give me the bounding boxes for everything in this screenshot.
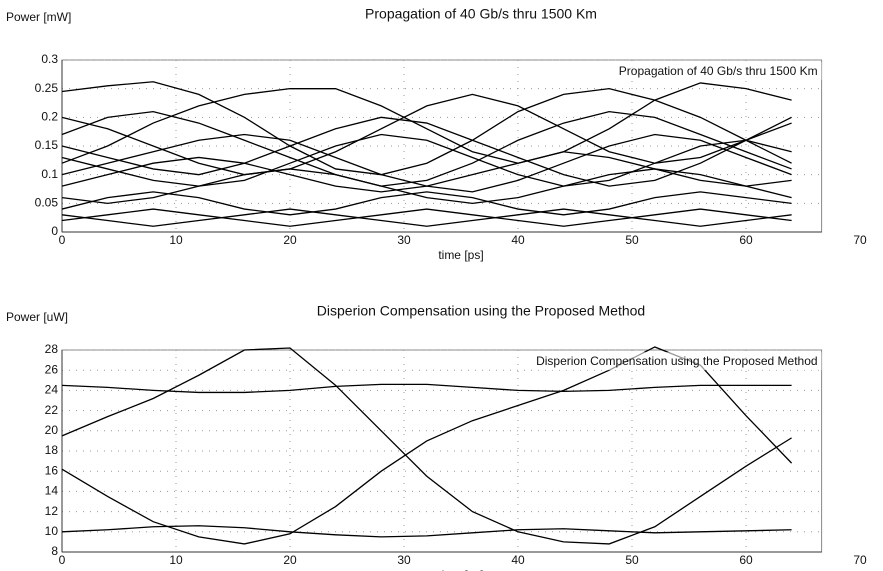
series-line bbox=[61, 82, 792, 164]
x-tick-label: 10 bbox=[169, 233, 183, 247]
chart: Disperion Compensation using the Propose… bbox=[6, 303, 867, 571]
series-line bbox=[61, 208, 792, 227]
x-tick-label: 50 bbox=[625, 233, 639, 247]
chart-title: Disperion Compensation using the Propose… bbox=[317, 303, 645, 319]
x-tick-label: 60 bbox=[739, 553, 753, 567]
annotation: Disperion Compensation using the Propose… bbox=[536, 354, 818, 368]
chart: Propagation of 40 Gb/s thru 1500 Km Power… bbox=[6, 6, 867, 262]
series-line bbox=[61, 383, 792, 394]
series-line bbox=[61, 93, 792, 176]
y-tick-label: 12 bbox=[45, 504, 59, 518]
plot-area bbox=[61, 349, 823, 553]
chart-title: Propagation of 40 Gb/s thru 1500 Km bbox=[365, 6, 597, 22]
x-tick-label: 60 bbox=[739, 233, 753, 247]
series-line bbox=[61, 81, 792, 176]
series-line bbox=[61, 347, 792, 545]
x-tick-label: 10 bbox=[169, 553, 183, 567]
y-axis-label: Power [mW] bbox=[6, 10, 71, 24]
x-axis-label: time [ps] bbox=[438, 248, 483, 262]
y-tick-label: 20 bbox=[45, 423, 59, 437]
y-tick-label: 24 bbox=[45, 383, 59, 397]
series-line bbox=[61, 133, 792, 187]
y-tick-label: 16 bbox=[45, 463, 59, 477]
x-tick-label: 50 bbox=[625, 553, 639, 567]
series-line bbox=[61, 208, 792, 227]
x-tick-label: 20 bbox=[283, 553, 297, 567]
y-tick-label: 0.1 bbox=[41, 167, 58, 181]
y-tick-label: 0.25 bbox=[35, 81, 59, 95]
y-tick-label: 0.2 bbox=[41, 110, 58, 124]
x-axis-label: time [ps] bbox=[438, 568, 483, 571]
x-tick-label: 30 bbox=[397, 233, 411, 247]
x-tick-label: 0 bbox=[59, 233, 66, 247]
series-line bbox=[61, 525, 792, 538]
series-line bbox=[61, 191, 792, 216]
x-tick-label: 20 bbox=[283, 233, 297, 247]
y-tick-label: 0 bbox=[51, 224, 58, 238]
series-line bbox=[61, 116, 792, 187]
y-tick-label: 0.15 bbox=[35, 138, 59, 152]
series-line bbox=[61, 168, 792, 204]
x-tick-label: 30 bbox=[397, 553, 411, 567]
series-line bbox=[61, 110, 792, 187]
x-tick-label: 0 bbox=[59, 553, 66, 567]
y-tick-label: 28 bbox=[45, 342, 59, 356]
y-axis-label: Power [uW] bbox=[6, 310, 68, 324]
x-tick-label: 70 bbox=[853, 233, 867, 247]
y-tick-label: 8 bbox=[51, 544, 58, 558]
series-line bbox=[61, 151, 792, 193]
y-tick-label: 14 bbox=[45, 484, 59, 498]
y-tick-label: 0.3 bbox=[41, 52, 58, 66]
y-tick-label: 0.05 bbox=[35, 196, 59, 210]
x-tick-label: 40 bbox=[511, 233, 525, 247]
annotation-box bbox=[532, 352, 822, 371]
annotation: Propagation of 40 Gb/s thru 1500 Km bbox=[619, 64, 818, 78]
y-tick-label: 18 bbox=[45, 443, 59, 457]
annotation-box bbox=[614, 62, 822, 81]
y-tick-label: 10 bbox=[45, 524, 59, 538]
y-tick-label: 22 bbox=[45, 403, 59, 417]
y-tick-label: 26 bbox=[45, 362, 59, 376]
x-tick-label: 40 bbox=[511, 553, 525, 567]
x-tick-label: 70 bbox=[853, 553, 867, 567]
